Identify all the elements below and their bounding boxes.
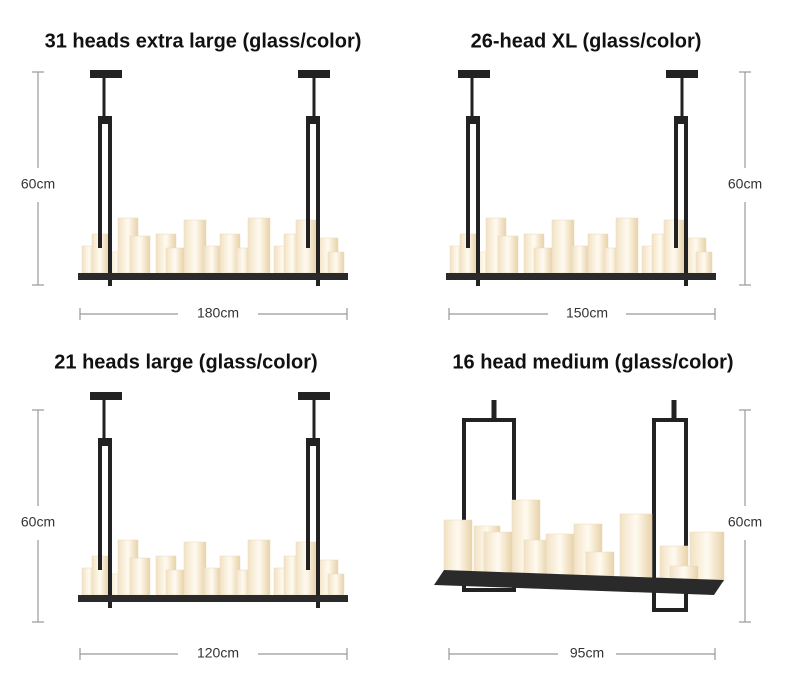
panel-title: 26-head XL (glass/color) — [471, 30, 702, 52]
chandelier-image — [446, 68, 716, 288]
width-arrow — [448, 308, 716, 320]
chandelier-image — [78, 68, 348, 288]
height-label: 60cm — [728, 514, 762, 530]
panel-title: 16 head medium (glass/color) — [452, 351, 733, 373]
height-label: 60cm — [21, 514, 55, 530]
width-label: 150cm — [566, 305, 608, 321]
width-label: 180cm — [197, 305, 239, 321]
width-label: 120cm — [197, 645, 239, 661]
height-label: 60cm — [728, 176, 762, 192]
chandelier-image — [78, 390, 348, 610]
chandelier-image — [434, 400, 724, 610]
height-arrow — [739, 71, 751, 286]
width-arrow — [79, 648, 348, 660]
height-arrow — [32, 409, 44, 623]
panel-title: 31 heads extra large (glass/color) — [45, 30, 362, 52]
height-label: 60cm — [21, 176, 55, 192]
width-label: 95cm — [570, 645, 604, 661]
height-arrow — [739, 409, 751, 623]
height-arrow — [32, 71, 44, 286]
panel-title: 21 heads large (glass/color) — [54, 351, 317, 373]
width-arrow — [448, 648, 716, 660]
width-arrow — [79, 308, 348, 320]
